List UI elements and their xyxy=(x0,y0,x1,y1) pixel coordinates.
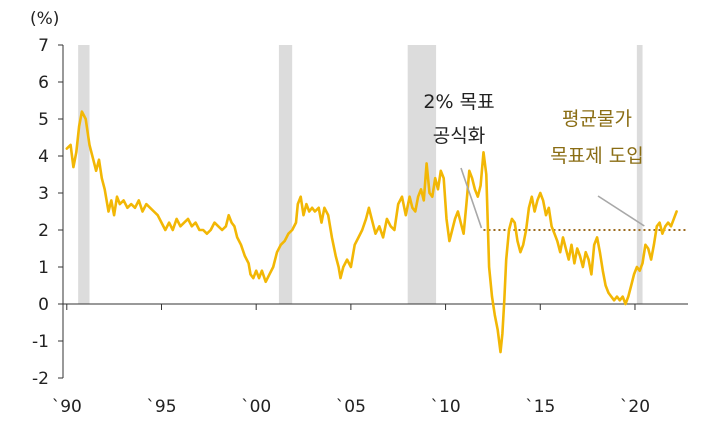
x-tick-label: `15 xyxy=(525,397,555,417)
y-tick-label: -2 xyxy=(32,369,49,389)
y-tick-label: 6 xyxy=(38,73,49,93)
y-tick-label: 3 xyxy=(38,184,49,204)
y-tick-label: 0 xyxy=(38,295,49,315)
recession-band-0 xyxy=(78,45,90,304)
axes-layer: -2 -1 0 1 2 3 4 5 6 7 `90 `95 `00 `05 `10 `15 `20 xyxy=(32,36,688,417)
x-tick-label: `90 xyxy=(52,397,82,417)
annotation-1-line-1: 목표제 도입 xyxy=(550,145,643,167)
x-tick-label: `00 xyxy=(241,397,271,417)
y-tick-label: 1 xyxy=(38,258,49,278)
x-tick-label: `95 xyxy=(146,397,176,417)
annotation-0-line-1: 공식화 xyxy=(433,125,485,147)
y-tick-label: 5 xyxy=(38,110,49,130)
x-tick-label: `05 xyxy=(336,397,366,417)
y-tick-label: 7 xyxy=(38,36,49,56)
x-tick-label: `10 xyxy=(431,397,461,417)
y-unit-label: (%) xyxy=(30,9,59,29)
series-line-0 xyxy=(65,110,678,354)
y-tick-label: 4 xyxy=(38,147,49,167)
recession-shading-layer xyxy=(78,45,643,304)
annotation-0-line-0: 2% 목표 xyxy=(423,91,494,113)
y-tick-label: -1 xyxy=(32,332,49,352)
annotation-0-leader xyxy=(460,167,483,229)
recession-band-3 xyxy=(636,45,643,304)
series-layer xyxy=(65,110,678,354)
y-tick-label: 2 xyxy=(38,221,49,241)
annotation-1-line-0: 평균물가 xyxy=(562,108,632,130)
recession-band-2 xyxy=(407,45,437,304)
recession-band-1 xyxy=(278,45,293,304)
annotation-1-leader xyxy=(597,195,645,227)
x-tick-label: `20 xyxy=(620,397,650,417)
